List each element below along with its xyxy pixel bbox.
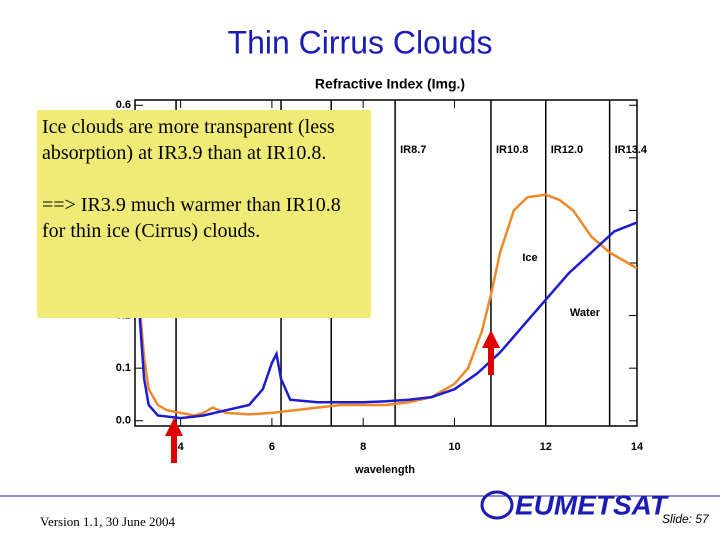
- y-tick-label: 0.1: [116, 362, 131, 374]
- channel-label: IR10.8: [496, 144, 528, 156]
- x-tick-label: 10: [448, 441, 460, 453]
- channel-label: IR8.7: [400, 144, 426, 156]
- x-tick-label: 12: [540, 441, 552, 453]
- note-paragraph: ==> IR3.9 much warmer than IR10.8 for th…: [42, 194, 341, 242]
- channel-label: IR13.4: [615, 144, 648, 156]
- x-tick-label: 14: [631, 441, 644, 453]
- logo-mark: [480, 490, 514, 520]
- note-box: [37, 110, 371, 318]
- slide-title: Thin Cirrus Clouds: [228, 24, 493, 60]
- note-container: Ice clouds are more transparent (less ab…: [42, 114, 368, 244]
- slide-number: Slide: 57: [662, 512, 710, 526]
- x-axis-label: wavelength: [354, 464, 415, 476]
- y-tick-label: 0.0: [116, 415, 131, 427]
- chart-title: Refractive Index (Img.): [315, 76, 465, 92]
- note-text: Ice clouds are more transparent (less ab…: [42, 114, 368, 244]
- x-tick-label: 6: [269, 441, 275, 453]
- series-label: Ice: [522, 252, 537, 264]
- note-paragraph: Ice clouds are more transparent (less ab…: [42, 116, 335, 164]
- series-label: Water: [570, 307, 601, 319]
- channel-label: IR12.0: [551, 144, 583, 156]
- footer: Version 1.1, 30 June 2004: [40, 514, 176, 529]
- y-tick-label: 0.6: [116, 99, 131, 111]
- logo: EUMETSAT: [515, 489, 670, 520]
- arrow: [482, 330, 500, 375]
- series-line: [133, 210, 638, 420]
- series-line: [133, 193, 638, 417]
- x-tick-label: 8: [360, 441, 366, 453]
- x-tick-label: 4: [178, 441, 185, 453]
- arrow: [165, 418, 183, 463]
